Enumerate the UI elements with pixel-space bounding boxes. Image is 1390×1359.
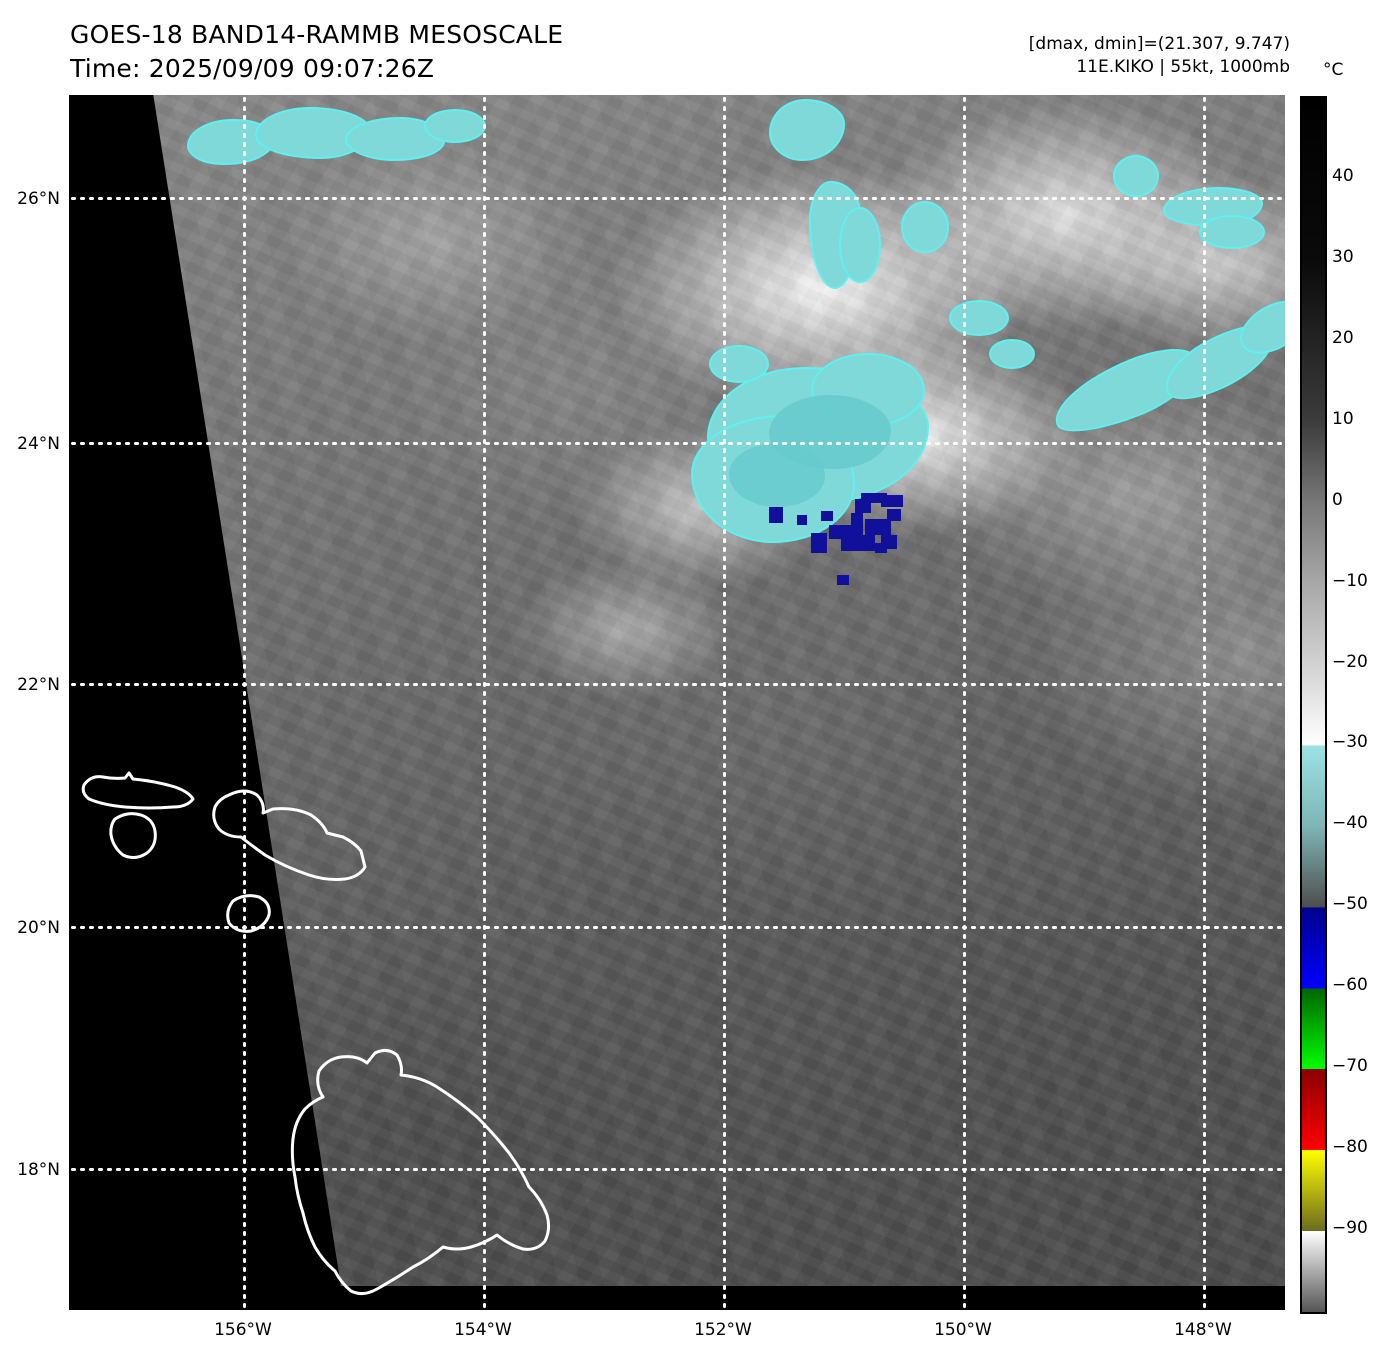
gridline-lat-18 [69,1168,1285,1171]
island-kahoolawe [226,894,271,933]
data-void-bottom-strip [69,1286,1285,1310]
colorbar-tick-minus90: −90 [1332,1218,1368,1239]
colorbar-unit-label: °C [1323,60,1344,80]
colorbar-tick-40: 40 [1332,165,1354,186]
colorbar-tick-0: 0 [1332,489,1343,510]
coastline-overlay [81,771,551,1296]
colorbar-tick-minus40: −40 [1332,813,1368,834]
colorbar-tick-minus60: −60 [1332,975,1368,996]
lat-tick-20N: 20°N [17,918,60,938]
lon-tick-152W: 152°W [694,1320,752,1340]
metadata-block: [dmax, dmin]=(21.307, 9.747) 11E.KIKO | … [1029,33,1290,79]
colorbar-gradient [1302,98,1325,1312]
colorbar-tick-minus20: −20 [1332,651,1368,672]
colorbar-tick-minus30: −30 [1332,732,1368,753]
colorbar-tick-minus80: −80 [1332,1137,1368,1158]
lon-tick-150W: 150°W [934,1320,992,1340]
lon-tick-154W: 154°W [454,1320,512,1340]
colorbar[interactable] [1300,96,1327,1314]
island-molokai [81,771,195,810]
title-product-line: GOES-18 BAND14-RAMMB MESOSCALE [70,20,564,49]
lat-tick-24N: 24°N [17,434,60,454]
gridline-lat-24 [69,442,1285,445]
dmax-dmin-text: [dmax, dmin]=(21.307, 9.747) [1028,34,1290,54]
gridline-lat-20 [69,926,1285,929]
colorbar-tick-minus50: −50 [1332,894,1368,915]
gridline-lat-26 [69,197,1285,200]
gridline-lon-152 [723,95,726,1310]
island-hawaii [290,1048,551,1296]
lat-tick-18N: 18°N [17,1160,60,1180]
lat-tick-22N: 22°N [17,675,60,695]
island-lanai [109,812,157,860]
colorbar-tick-30: 30 [1332,246,1354,267]
gridline-lon-154 [483,95,486,1310]
lon-tick-148W: 148°W [1174,1320,1232,1340]
colorbar-tick-20: 20 [1332,327,1354,348]
storm-info-text: 11E.KIKO | 55kt, 1000mb [1076,57,1290,77]
gridline-lat-22 [69,683,1285,686]
satellite-image-plot[interactable]: Copyright © 2020-2025 Dapiya [69,95,1285,1310]
page-title: GOES-18 BAND14-RAMMB MESOSCALE Time: 202… [70,18,563,86]
title-time-line: Time: 2025/09/09 09:07:26Z [70,54,435,83]
island-maui [212,789,367,881]
lon-tick-156W: 156°W [214,1320,272,1340]
lat-tick-26N: 26°N [17,189,60,209]
gridline-lon-150 [963,95,966,1310]
colorbar-tick-minus70: −70 [1332,1056,1368,1077]
colorbar-tick-minus10: −10 [1332,570,1368,591]
gridline-lon-156 [243,95,246,1310]
gridline-lon-148 [1203,95,1206,1310]
colorbar-tick-10: 10 [1332,408,1354,429]
